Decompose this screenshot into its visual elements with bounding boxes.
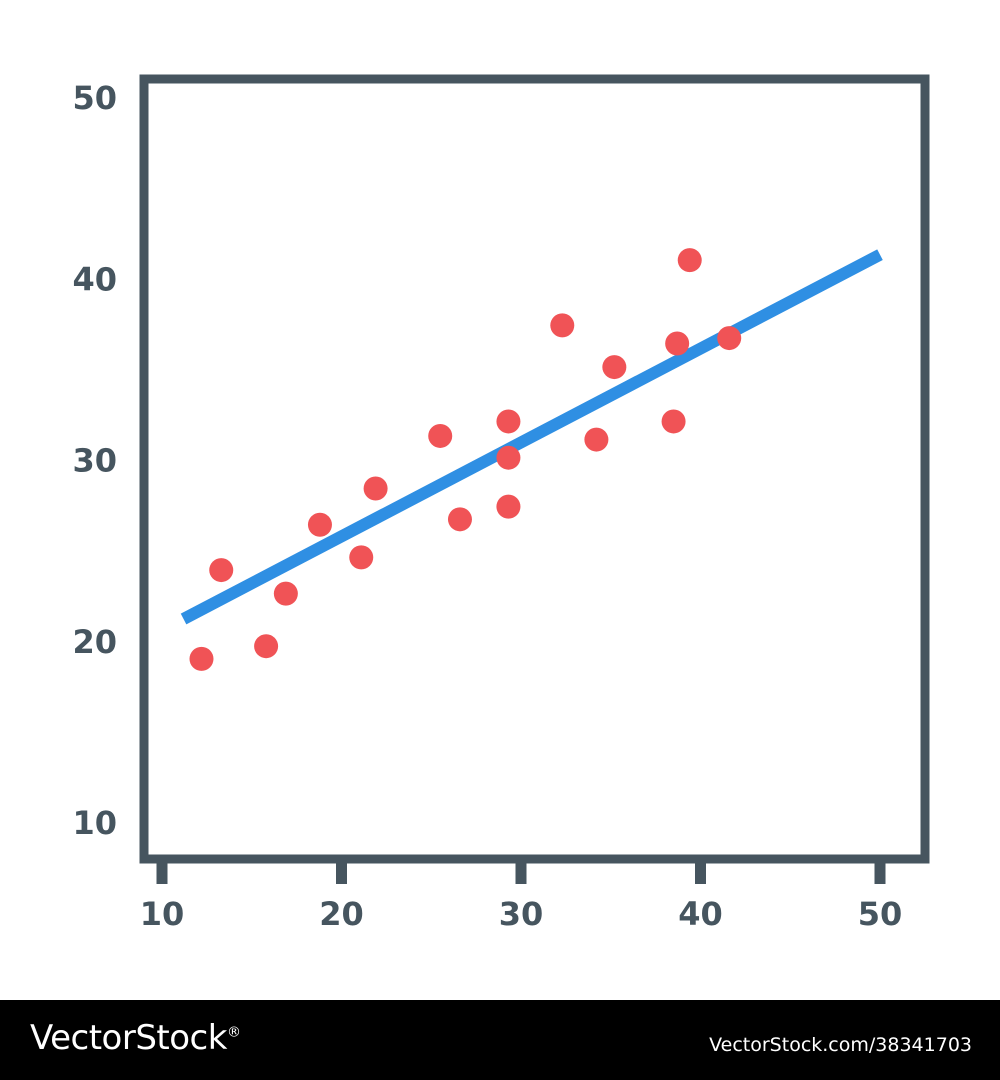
x-axis-ticks: 10 20 30 40 50 (140, 859, 903, 933)
x-tick-label: 50 (858, 895, 903, 933)
y-tick-label: 20 (72, 623, 117, 661)
scatter-point (677, 248, 702, 273)
scatter-point (209, 558, 234, 583)
y-tick-label: 40 (72, 260, 117, 298)
scatter-point (273, 581, 298, 606)
x-tick-label: 10 (140, 895, 185, 933)
data-points (189, 248, 742, 671)
scatter-point (496, 409, 521, 434)
scatter-point (447, 507, 472, 532)
registered-mark: ® (226, 1024, 241, 1041)
scatter-point (550, 313, 575, 338)
x-tick-label: 40 (678, 895, 723, 933)
scatter-point (602, 355, 627, 380)
y-tick-label: 30 (72, 442, 117, 480)
y-tick-label: 50 (72, 79, 117, 117)
scatter-point (363, 476, 388, 501)
scatter-point (665, 331, 690, 356)
logo-text: VectorStock (30, 1018, 227, 1058)
y-tick-label: 10 (72, 804, 117, 842)
watermark-bar: VectorStock® VectorStock.com/38341703 (0, 1000, 1000, 1080)
scatter-point (496, 445, 521, 470)
vectorstock-logo: VectorStock® (30, 1018, 241, 1058)
x-tick-label: 20 (319, 895, 364, 933)
chart-area: 10 20 30 40 50 50 40 30 20 10 (72, 74, 930, 933)
scatter-point (428, 423, 453, 448)
scatter-point (254, 634, 279, 659)
image-id: VectorStock.com/38341703 (709, 1034, 972, 1056)
scatter-point (661, 409, 686, 434)
plot-frame (139, 74, 930, 864)
trend-line (180, 249, 883, 625)
y-axis-ticks: 50 40 30 20 10 (72, 79, 117, 842)
x-tick-label: 30 (499, 895, 544, 933)
scatter-point (189, 646, 214, 671)
scatter-point (584, 427, 609, 452)
scatter-plot: 10 20 30 40 50 50 40 30 20 10 (72, 74, 930, 933)
scatter-point (496, 494, 521, 519)
scatter-point (349, 545, 374, 570)
scatter-point (717, 326, 742, 351)
scatter-point (307, 512, 332, 537)
